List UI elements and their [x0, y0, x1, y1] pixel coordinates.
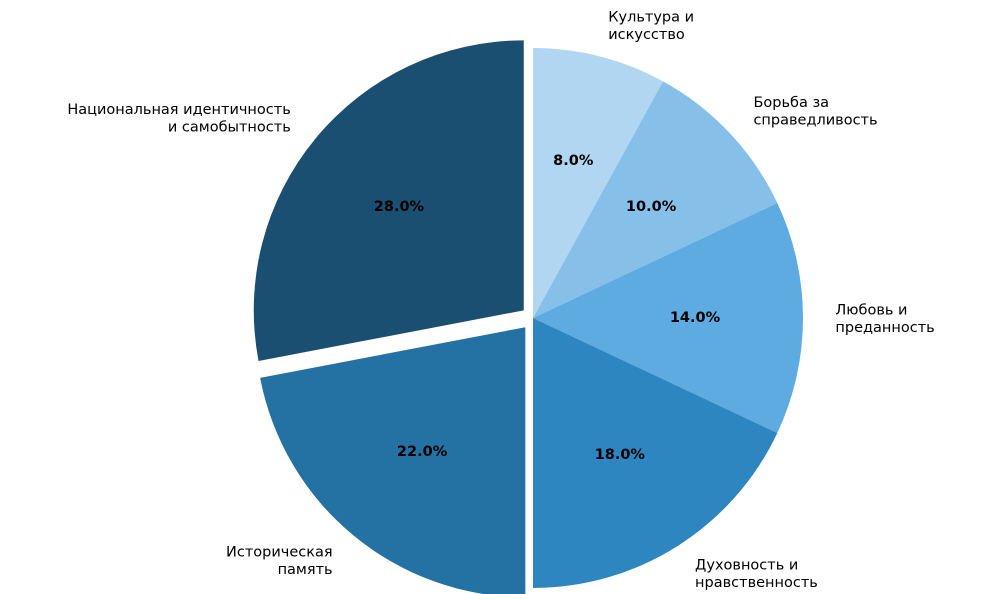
pie-slice-4 — [533, 318, 778, 588]
percent-label-5: 22.0% — [397, 444, 448, 460]
category-label-2: Борьба за справедливость — [753, 95, 877, 128]
percent-label-6: 28.0% — [374, 199, 425, 215]
category-label-line: Культура и — [608, 9, 694, 25]
percent-label-3: 14.0% — [670, 310, 721, 326]
category-label-line: Духовность и — [695, 558, 798, 574]
pie-slices — [253, 40, 803, 594]
percent-label-1: 8.0% — [553, 153, 594, 169]
pie-slice-5 — [260, 327, 526, 594]
category-label-line: и самобытность — [168, 119, 291, 135]
pie-slice-2 — [533, 81, 778, 319]
category-label-line: справедливость — [753, 113, 877, 129]
category-label-6: Национальная идентичность и самобытность — [67, 102, 290, 136]
category-labels: Культура и искусство Борьба за справедливос… — [67, 9, 934, 591]
percent-label-4: 18.0% — [595, 447, 646, 463]
percentage-labels: 8.0% 10.0% 14.0% 18.0% 22.0% 28.0% — [374, 153, 721, 463]
category-label-line: нравственность — [695, 575, 818, 591]
pie-slice-6 — [253, 40, 524, 361]
category-label-line: память — [278, 562, 333, 578]
category-label-line: Историческая — [226, 544, 333, 560]
category-label-line: искусство — [608, 27, 685, 43]
pie-slice-3 — [533, 203, 803, 433]
category-label-1: Культура и искусство — [608, 9, 694, 43]
category-label-line: Национальная идентичность — [67, 102, 290, 118]
category-label-line: преданность — [835, 320, 934, 336]
percent-label-2: 10.0% — [626, 199, 677, 215]
category-label-5: Историческая память — [226, 544, 333, 578]
pie-slice-1 — [533, 48, 664, 318]
category-label-3: Любовь и преданность — [835, 302, 934, 336]
category-label-line: Борьба за — [753, 95, 829, 111]
category-label-line: Любовь и — [835, 302, 907, 318]
category-label-4: Духовность и нравственность — [695, 558, 818, 592]
